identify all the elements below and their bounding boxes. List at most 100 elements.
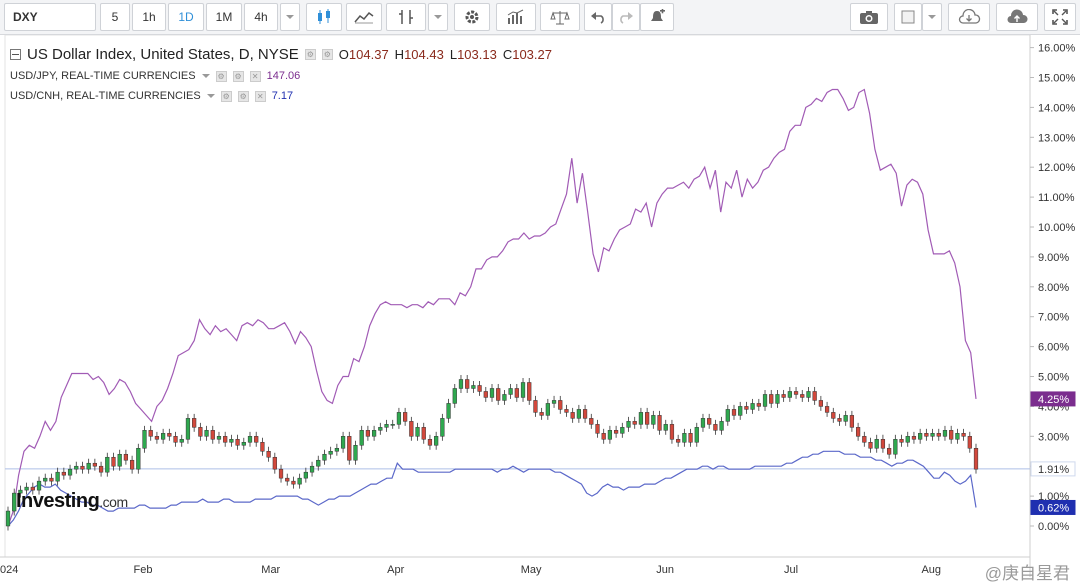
candle-body bbox=[905, 436, 910, 443]
ohlc-close-value: 103.27 bbox=[512, 47, 552, 62]
candle-body bbox=[651, 415, 656, 425]
candle-body bbox=[942, 430, 948, 437]
x-tick-label: Jul bbox=[784, 564, 798, 576]
redo-button[interactable] bbox=[612, 3, 640, 31]
x-tick-label: Apr bbox=[387, 564, 404, 576]
candle-body bbox=[440, 418, 445, 437]
compare-button[interactable] bbox=[540, 3, 580, 31]
x-tick-label: Mar bbox=[261, 564, 280, 576]
color-dropdown-button[interactable] bbox=[922, 3, 942, 31]
candlestick-button[interactable] bbox=[306, 3, 342, 31]
settings-mini-icon[interactable]: ⚙ bbox=[220, 90, 232, 102]
settings-mini-icon[interactable]: ⚙ bbox=[232, 70, 244, 82]
ohlc-low-label: L bbox=[449, 47, 458, 62]
candle-body bbox=[5, 510, 11, 527]
candle-body bbox=[607, 430, 613, 440]
interval-1h-button[interactable]: 1h bbox=[132, 3, 166, 31]
candle-body bbox=[812, 391, 817, 401]
candle-body bbox=[855, 427, 861, 437]
settings-mini-icon[interactable]: ⚙ bbox=[215, 70, 227, 82]
candle-body bbox=[496, 388, 501, 401]
candle-body bbox=[98, 465, 104, 473]
candle-body bbox=[527, 382, 532, 401]
candle-body bbox=[719, 421, 724, 431]
candle-body bbox=[204, 430, 209, 437]
y-tick-label: 12.00% bbox=[1038, 162, 1076, 174]
alert-button[interactable] bbox=[640, 3, 674, 31]
settings-mini-icon[interactable]: ⚙ bbox=[237, 90, 249, 102]
x-tick-label: Aug bbox=[921, 564, 941, 576]
interval-4h-button[interactable]: 4h bbox=[244, 3, 278, 31]
settings-mini-icon[interactable]: ⚙ bbox=[321, 49, 333, 60]
overlay-name: USD/CNH, REAL-TIME CURRENCIES bbox=[10, 90, 201, 102]
interval-dropdown-button[interactable] bbox=[280, 3, 300, 31]
ohlc-close-label: C bbox=[502, 47, 513, 62]
camera-icon bbox=[860, 11, 878, 24]
interval-5-button[interactable]: 5 bbox=[100, 3, 130, 31]
interval-label: 1M bbox=[215, 10, 233, 24]
candle-body bbox=[278, 468, 284, 479]
close-icon[interactable]: ✕ bbox=[254, 90, 266, 102]
undo-button[interactable] bbox=[584, 3, 612, 31]
load-chart-button[interactable] bbox=[948, 3, 990, 31]
fullscreen-button[interactable] bbox=[1044, 3, 1076, 31]
interval-1m-button[interactable]: 1M bbox=[206, 3, 242, 31]
settings-gear-icon bbox=[465, 10, 479, 24]
candle-body bbox=[384, 424, 389, 428]
color-picker-button[interactable] bbox=[894, 3, 922, 31]
x-tick-label: 024 bbox=[0, 564, 18, 576]
candle-body bbox=[67, 468, 73, 476]
save-chart-button[interactable] bbox=[996, 3, 1038, 31]
price-chart[interactable]: 0.00%1.00%2.00%3.00%4.00%5.00%6.00%7.00%… bbox=[0, 34, 1080, 579]
interval-1d-button[interactable]: 1D bbox=[168, 3, 204, 31]
candle-body bbox=[893, 439, 898, 455]
symbol-input[interactable]: DXY bbox=[4, 3, 96, 31]
close-icon[interactable]: ✕ bbox=[249, 70, 261, 82]
logo-suffix: .com bbox=[99, 494, 128, 510]
overlay-value: 7.17 bbox=[271, 90, 294, 102]
color-square-icon bbox=[901, 10, 915, 24]
candle-body bbox=[918, 433, 923, 440]
caret-down-icon[interactable] bbox=[206, 94, 215, 98]
candle-body bbox=[86, 462, 91, 470]
watermark: @庚自星君 bbox=[984, 564, 1070, 583]
y-tick-label: 9.00% bbox=[1038, 252, 1069, 264]
candle-body bbox=[49, 477, 54, 482]
cloud-upload-icon bbox=[1007, 9, 1028, 23]
candle-body bbox=[179, 439, 184, 443]
indicator-button[interactable] bbox=[386, 3, 426, 31]
candle-body bbox=[887, 448, 892, 455]
settings-mini-icon[interactable]: ⚙ bbox=[304, 49, 316, 60]
candle-body bbox=[800, 394, 805, 398]
x-tick-label: Jun bbox=[656, 564, 674, 576]
redo-icon bbox=[620, 12, 633, 24]
candle-body bbox=[43, 477, 48, 482]
candle-body bbox=[645, 412, 650, 425]
y-tick-label: 7.00% bbox=[1038, 312, 1069, 324]
chart-area[interactable]: 0.00%1.00%2.00%3.00%4.00%5.00%6.00%7.00%… bbox=[0, 34, 1080, 579]
candle-body bbox=[520, 382, 526, 398]
last-value-badge bbox=[1030, 391, 1076, 407]
candle-body bbox=[309, 465, 315, 473]
candle-body bbox=[415, 427, 420, 437]
caret-down-icon[interactable] bbox=[201, 74, 210, 78]
candle-body bbox=[427, 439, 433, 446]
line-chart-button[interactable] bbox=[346, 3, 382, 31]
chart-type-dropdown-button[interactable] bbox=[428, 3, 448, 31]
candle-body bbox=[818, 400, 823, 407]
candle-body bbox=[117, 453, 122, 467]
y-tick-label: 14.00% bbox=[1038, 102, 1076, 114]
settings-button[interactable] bbox=[454, 3, 490, 31]
candle-body bbox=[297, 477, 302, 485]
ohlc-low-value: 103.13 bbox=[457, 47, 497, 62]
collapse-icon[interactable] bbox=[10, 49, 21, 60]
screenshot-button[interactable] bbox=[850, 3, 888, 31]
candle-body bbox=[216, 436, 222, 440]
bar-chart-icon bbox=[507, 9, 524, 24]
candle-body bbox=[924, 433, 929, 437]
candle-body bbox=[949, 430, 954, 440]
last-value-badge bbox=[1030, 499, 1076, 515]
studies-button[interactable] bbox=[496, 3, 536, 31]
candle-body bbox=[266, 451, 271, 458]
candle-body bbox=[316, 459, 321, 467]
